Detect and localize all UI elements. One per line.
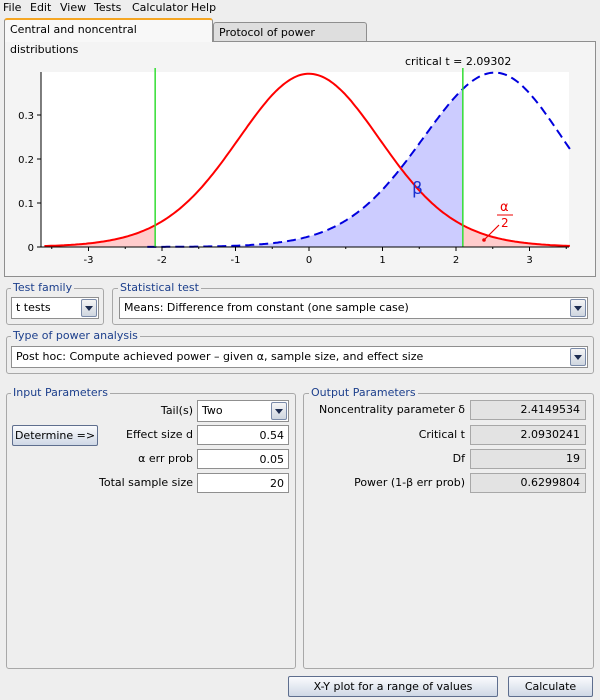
y-tick-label: 0.1: [18, 199, 34, 210]
output-value-df: 19: [470, 449, 586, 469]
menu-calculator[interactable]: Calculator: [132, 1, 188, 14]
tails-value: Two: [202, 404, 223, 417]
statistical-test-select[interactable]: Means: Difference from constant (one sam…: [119, 297, 588, 319]
test-family-select[interactable]: t tests: [11, 297, 99, 319]
menu-help[interactable]: Help: [191, 1, 217, 14]
effect-size-label: Effect size d: [126, 428, 193, 441]
power-analysis-group: [6, 336, 594, 374]
x-tick-label: 1: [379, 255, 385, 266]
x-tick-label: 2: [453, 255, 459, 266]
menu-bar: File Edit View Tests Calculator Help: [0, 0, 600, 15]
plot-area: [41, 72, 569, 247]
beta-region: [147, 89, 463, 247]
test-family-title: Test family: [11, 281, 75, 294]
menu-view[interactable]: View: [60, 1, 87, 14]
output-value-noncentrality: 2.4149534: [470, 400, 586, 420]
output-parameters-group: [303, 393, 594, 669]
effect-size-input[interactable]: [197, 425, 289, 445]
calculate-button[interactable]: Calculate: [508, 676, 593, 697]
noncentral-distribution-curve: [147, 71, 571, 248]
output-parameters-title: Output Parameters: [309, 386, 418, 399]
y-axis-ticks: 0 0.1 0.2 0.3: [18, 111, 41, 254]
distribution-plot: 0 0.1 0.2 0.3 -3 -2 -1 0 1 2 3 critical t = 2.093…: [18, 55, 571, 266]
power-analysis-select[interactable]: Post hoc: Compute achieved power – given…: [11, 346, 588, 368]
input-parameters-group: [6, 393, 296, 669]
chevron-down-icon[interactable]: [81, 299, 97, 317]
tails-select[interactable]: Two: [197, 400, 289, 422]
alpha-region-left: [44, 225, 156, 247]
chevron-down-icon[interactable]: [570, 299, 586, 317]
distribution-panel: 0 0.1 0.2 0.3 -3 -2 -1 0 1 2 3 critical t = 2.093…: [4, 41, 596, 277]
output-label-power: Power (1-β err prob): [354, 476, 465, 489]
statistical-test-group: [112, 288, 594, 325]
alpha-pointer: [484, 224, 500, 240]
output-label-noncentrality: Noncentrality parameter δ: [318, 403, 465, 416]
tab-protocol[interactable]: Protocol of power analyses: [213, 22, 367, 58]
determine-button[interactable]: Determine =>: [12, 425, 98, 446]
x-tick-label: 3: [526, 255, 532, 266]
statistical-test-title: Statistical test: [118, 281, 201, 294]
menu-edit[interactable]: Edit: [30, 1, 52, 14]
x-tick-label: 0: [306, 255, 312, 266]
central-distribution-curve: [44, 72, 570, 247]
power-analysis-title: Type of power analysis: [11, 329, 140, 342]
statistical-test-value: Means: Difference from constant (one sam…: [124, 301, 409, 314]
output-label-df: Df: [452, 452, 465, 465]
x-tick-label: -3: [84, 255, 94, 266]
menu-file[interactable]: File: [3, 1, 22, 14]
menu-tests[interactable]: Tests: [94, 1, 122, 14]
alpha-err-label: α err prob: [138, 452, 193, 465]
tails-label: Tail(s): [160, 404, 193, 417]
chevron-down-icon[interactable]: [570, 348, 586, 366]
input-parameters-title: Input Parameters: [11, 386, 110, 399]
power-analysis-value: Post hoc: Compute achieved power – given…: [16, 350, 424, 363]
alpha-denominator: 2: [501, 216, 509, 230]
beta-label: β: [412, 179, 423, 199]
sample-size-label: Total sample size: [98, 476, 193, 489]
x-tick-label: -2: [157, 255, 167, 266]
chevron-down-icon[interactable]: [271, 402, 287, 420]
x-tick-label: -1: [231, 255, 241, 266]
sample-size-input[interactable]: [197, 473, 289, 493]
alpha-pointer-dot: [482, 238, 486, 242]
y-tick-label: 0.2: [18, 155, 34, 166]
alpha-err-input[interactable]: [197, 449, 289, 469]
output-label-critical-t: Critical t: [418, 428, 465, 441]
xy-plot-button[interactable]: X-Y plot for a range of values: [288, 676, 498, 697]
output-value-power: 0.6299804: [470, 473, 586, 493]
alpha-label: α: [500, 200, 509, 215]
y-tick-label: 0: [28, 243, 34, 254]
x-axis-ticks: -3 -2 -1 0 1 2 3: [51, 247, 567, 266]
critical-t-label: critical t = 2.09302: [405, 55, 511, 68]
y-tick-label: 0.3: [18, 111, 34, 122]
output-value-critical-t: 2.0930241: [470, 425, 586, 445]
tab-distributions[interactable]: Central and noncentral distributions: [4, 18, 213, 56]
test-family-value: t tests: [16, 301, 51, 314]
alpha-region-right: [462, 225, 570, 247]
